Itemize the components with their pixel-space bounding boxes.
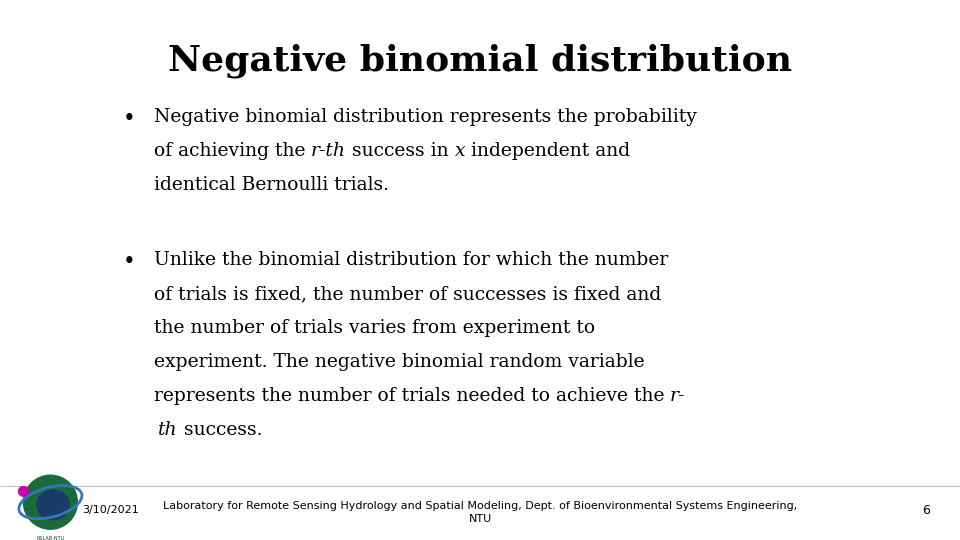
Text: Laboratory for Remote Sensing Hydrology and Spatial Modeling, Dept. of Bioenviro: Laboratory for Remote Sensing Hydrology … xyxy=(163,501,797,511)
Text: x: x xyxy=(455,142,466,160)
Text: •: • xyxy=(123,108,136,130)
Text: the number of trials varies from experiment to: the number of trials varies from experim… xyxy=(154,319,595,337)
Circle shape xyxy=(23,475,78,529)
Text: r-: r- xyxy=(670,387,685,405)
Text: experiment. The negative binomial random variable: experiment. The negative binomial random… xyxy=(154,353,644,371)
Text: of achieving the: of achieving the xyxy=(154,142,311,160)
Text: NTU: NTU xyxy=(468,515,492,524)
Text: 6: 6 xyxy=(923,504,930,517)
Text: 3/10/2021: 3/10/2021 xyxy=(82,505,139,515)
Text: Negative binomial distribution represents the probability: Negative binomial distribution represent… xyxy=(154,108,696,126)
Text: Negative binomial distribution: Negative binomial distribution xyxy=(168,43,792,78)
Text: •: • xyxy=(123,251,136,273)
Circle shape xyxy=(18,487,28,496)
Ellipse shape xyxy=(36,490,69,519)
Text: independent and: independent and xyxy=(466,142,631,160)
Text: represents the number of trials needed to achieve the: represents the number of trials needed t… xyxy=(154,387,670,405)
Text: of trials is fixed, the number of successes is fixed and: of trials is fixed, the number of succes… xyxy=(154,285,660,303)
Text: r-th: r-th xyxy=(311,142,347,160)
Text: RSLAB-NTU: RSLAB-NTU xyxy=(36,536,64,540)
Text: identical Bernoulli trials.: identical Bernoulli trials. xyxy=(154,176,389,194)
Text: success.: success. xyxy=(178,421,262,439)
Text: success in: success in xyxy=(347,142,455,160)
Text: Unlike the binomial distribution for which the number: Unlike the binomial distribution for whi… xyxy=(154,251,668,269)
Text: th: th xyxy=(158,421,178,439)
